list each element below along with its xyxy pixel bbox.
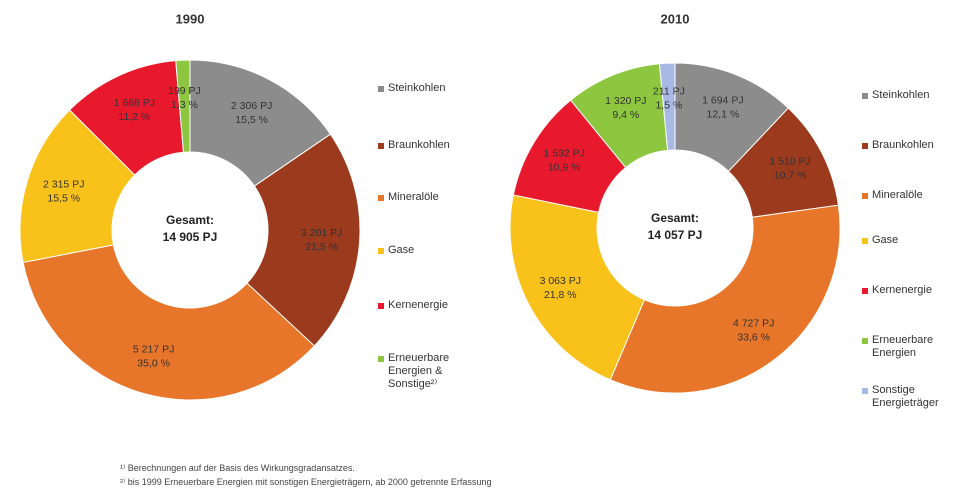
percent-label: 9,4 % xyxy=(612,109,639,121)
pie-slice xyxy=(246,133,361,347)
percent-label: 21,5 % xyxy=(305,241,338,253)
value-label: 3 063 PJ xyxy=(540,275,581,287)
value-label: 3 201 PJ xyxy=(301,227,342,239)
value-label: 2 306 PJ xyxy=(231,100,272,112)
percent-label: 10,9 % xyxy=(548,162,581,174)
percent-label: 1,5 % xyxy=(655,99,682,111)
legend-swatch xyxy=(378,143,384,149)
percent-label: 21,8 % xyxy=(544,289,577,301)
legend-swatch xyxy=(862,143,868,149)
legend-label: Steinkohlen xyxy=(872,89,930,101)
pie-slice xyxy=(509,194,646,381)
legend-label: Mineralöle xyxy=(872,189,923,201)
legend-item: Erneuerbare Energien & Sonstige²⁾ xyxy=(378,352,478,391)
legend-label: Gase xyxy=(872,234,899,246)
legend-item: Gase xyxy=(378,244,478,257)
center-value: 14 905 PJ xyxy=(163,230,218,244)
pie-slice xyxy=(189,59,332,187)
center-title: Gesamt: xyxy=(166,213,214,227)
footnote: ²⁾ bis 1999 Erneuerbare Energien mit son… xyxy=(120,477,492,487)
percent-label: 1,3 % xyxy=(171,99,198,111)
legend-swatch xyxy=(378,303,384,309)
legend-item: Kernenergie xyxy=(862,284,962,297)
percent-label: 10,7 % xyxy=(774,169,807,181)
legend-item: Steinkohlen xyxy=(378,82,478,95)
legend-label: Braunkohlen xyxy=(388,139,450,151)
legend-label: Sonstige Energieträger xyxy=(872,384,939,409)
footnote: ¹⁾ Berechnungen auf der Basis des Wirkun… xyxy=(120,463,355,473)
value-label: 211 PJ xyxy=(653,85,685,97)
legend-item: Kernenergie xyxy=(378,299,478,312)
legend-item: Mineralöle xyxy=(862,189,962,202)
value-label: 1 694 PJ xyxy=(702,94,743,106)
legend-label: Mineralöle xyxy=(388,191,439,203)
legend-item: Sonstige Energieträger xyxy=(862,384,962,410)
legend-label: Erneuerbare Energien & Sonstige²⁾ xyxy=(388,352,450,390)
legend-item: Mineralöle xyxy=(378,191,478,204)
pie-slice xyxy=(658,62,676,151)
pie-slice xyxy=(22,244,316,401)
percent-label: 15,5 % xyxy=(47,192,80,204)
percent-label: 35,0 % xyxy=(137,358,170,370)
legend-swatch xyxy=(862,238,868,244)
legend-swatch xyxy=(378,195,384,201)
legend-item: Gase xyxy=(862,234,962,247)
value-label: 1 532 PJ xyxy=(543,148,584,160)
value-label: 199 PJ xyxy=(168,85,201,97)
value-label: 4 727 PJ xyxy=(733,318,774,330)
value-label: 5 217 PJ xyxy=(133,344,174,356)
legend-swatch xyxy=(378,356,384,362)
pie-slice xyxy=(175,59,191,153)
legend-swatch xyxy=(862,93,868,99)
center-title: Gesamt: xyxy=(651,211,699,225)
legend-label: Steinkohlen xyxy=(388,82,446,94)
legend-item: Braunkohlen xyxy=(378,139,478,152)
chart-title: 2010 xyxy=(661,11,690,26)
chart-title: 1990 xyxy=(176,11,205,26)
legend-item: Braunkohlen xyxy=(862,139,962,152)
percent-label: 11,2 % xyxy=(118,111,150,123)
legend-swatch xyxy=(862,338,868,344)
legend-swatch xyxy=(378,248,384,254)
legend-swatch xyxy=(378,86,384,92)
legend-label: Gase xyxy=(388,244,415,256)
legend-item: Steinkohlen xyxy=(862,89,962,102)
percent-label: 12,1 % xyxy=(707,108,740,120)
pie-slice xyxy=(19,109,136,264)
percent-label: 15,5 % xyxy=(235,114,268,126)
legend-swatch xyxy=(862,388,868,394)
legend-swatch xyxy=(862,193,868,199)
legend-label: Kernenergie xyxy=(872,284,932,296)
pie-slice xyxy=(609,204,841,394)
legend-item: Erneuerbare Energien xyxy=(862,334,962,360)
percent-label: 33,6 % xyxy=(737,332,770,344)
value-label: 2 315 PJ xyxy=(43,178,84,190)
legend-label: Braunkohlen xyxy=(872,139,934,151)
legend-label: Erneuerbare Energien xyxy=(872,334,934,359)
value-label: 1 510 PJ xyxy=(769,155,810,167)
value-label: 1 320 PJ xyxy=(605,95,646,107)
legend-label: Kernenergie xyxy=(388,299,448,311)
value-label: 1 668 PJ xyxy=(114,97,155,109)
legend-swatch xyxy=(862,288,868,294)
center-value: 14 057 PJ xyxy=(648,228,703,242)
